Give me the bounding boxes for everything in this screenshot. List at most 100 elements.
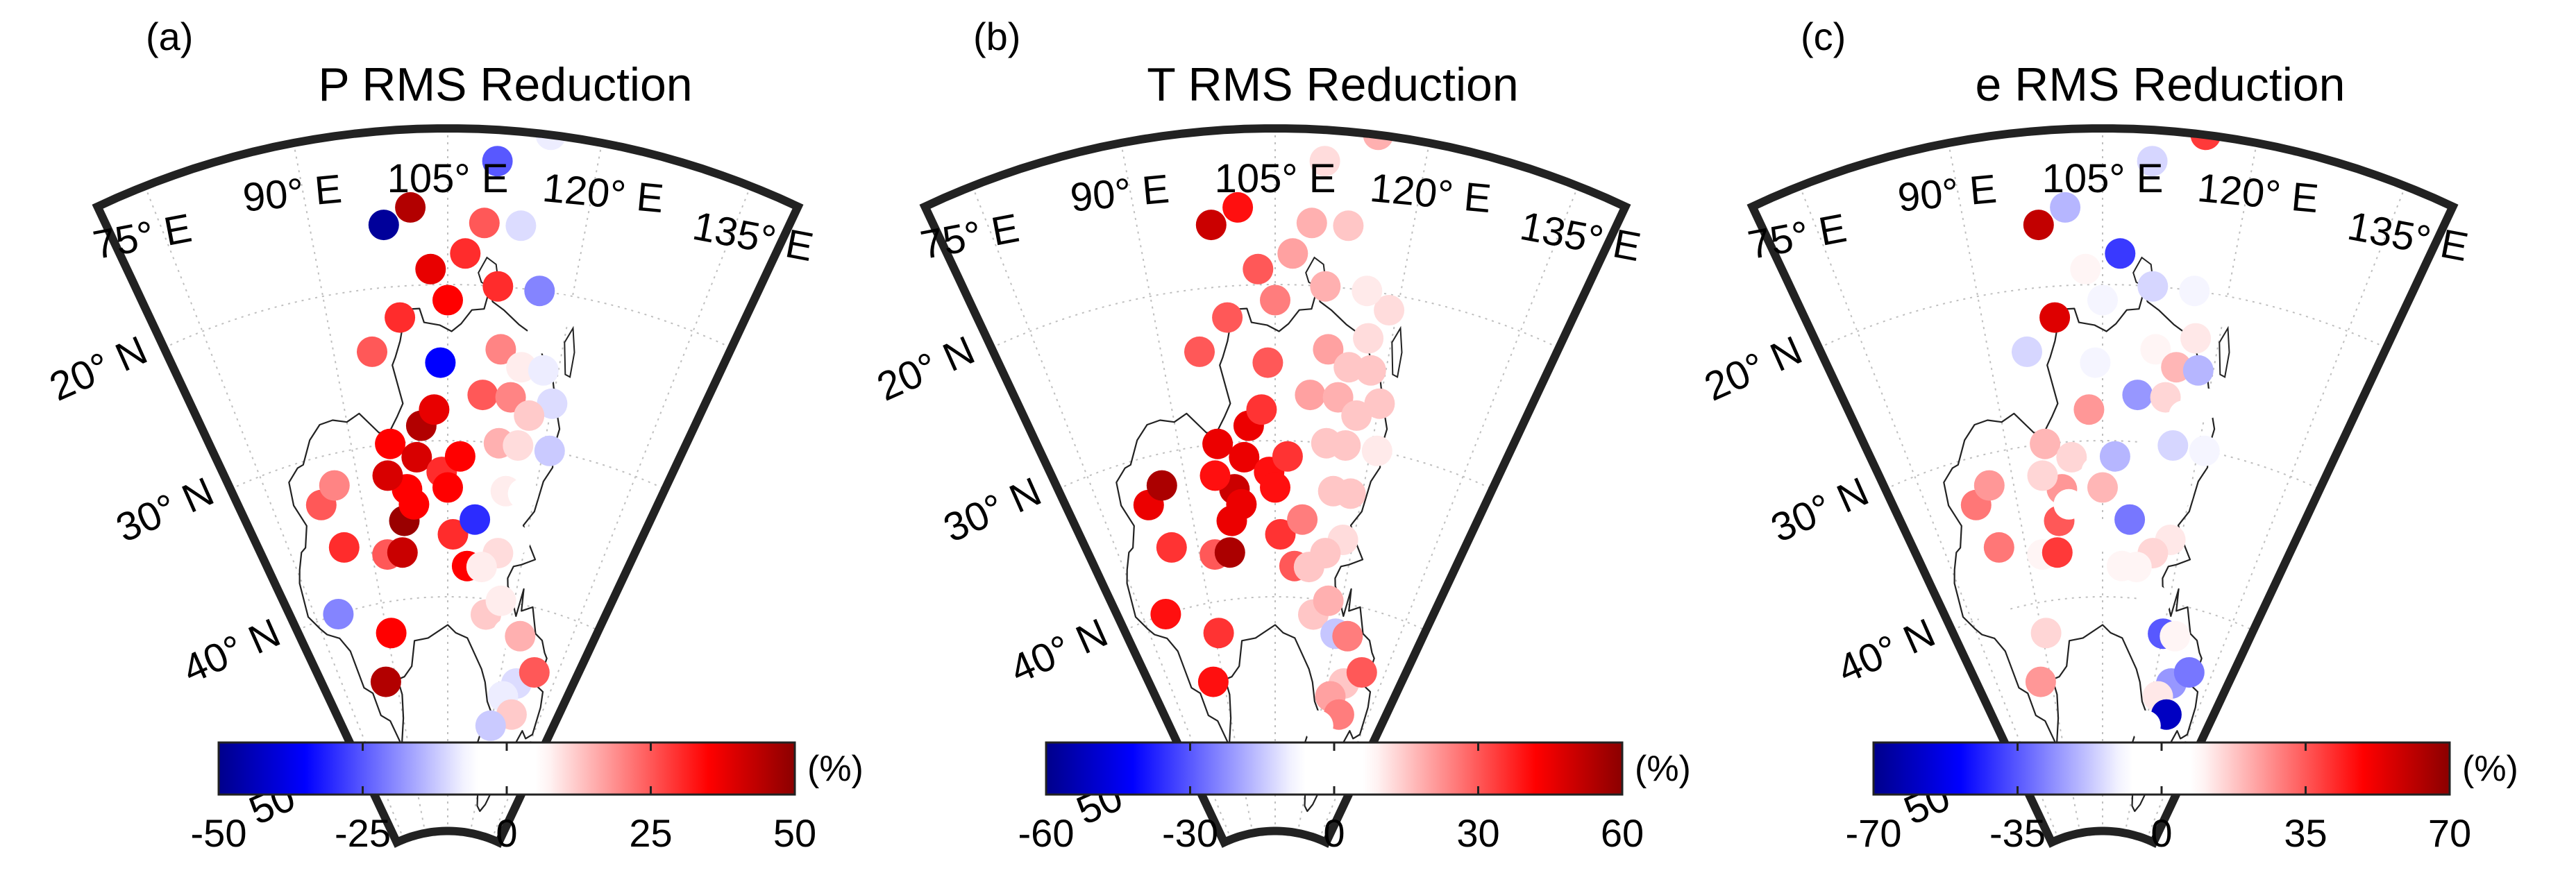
station-marker	[2201, 295, 2232, 325]
station-marker	[2056, 441, 2087, 473]
colorbar-tick-label: -25	[335, 811, 391, 855]
station-marker	[1355, 355, 1386, 386]
station-marker	[1202, 428, 1234, 459]
station-marker	[1313, 334, 1344, 365]
station-marker	[2122, 380, 2153, 411]
station-marker	[519, 657, 550, 688]
colorbar-tick-label: -30	[1162, 811, 1218, 855]
station-marker	[2080, 347, 2111, 378]
colorbar-tick-label: 60	[1601, 811, 1644, 855]
latitude-label: 30° N	[1765, 468, 1876, 551]
station-marker	[1203, 618, 1234, 649]
station-marker	[2105, 238, 2136, 269]
station-marker	[475, 710, 506, 741]
station-marker	[1302, 710, 1333, 741]
station-marker	[2030, 618, 2062, 649]
station-marker	[2130, 710, 2161, 741]
station-marker	[2169, 400, 2200, 431]
station-marker	[514, 400, 545, 431]
station-marker	[2087, 472, 2118, 503]
station-marker	[1352, 275, 1383, 307]
station-marker	[1310, 271, 1341, 302]
colorbar-tick-label: 25	[629, 811, 672, 855]
station-marker	[370, 666, 401, 697]
latitude-label: 20° N	[1698, 328, 1809, 410]
panel-title: T RMS Reduction	[1147, 58, 1518, 111]
colorbar-tick-label: -35	[1989, 811, 2046, 855]
station-marker	[2025, 666, 2056, 697]
station-marker	[1243, 253, 1274, 285]
station-marker	[1146, 470, 1177, 501]
station-marker	[1260, 472, 1290, 503]
station-marker	[2073, 394, 2105, 425]
colorbar-tick-label: 0	[496, 811, 517, 855]
map-area	[971, 128, 1579, 840]
station-marker	[482, 271, 514, 302]
colorbar-tick-label: 0	[1323, 811, 1345, 855]
station-marker	[2099, 441, 2130, 472]
station-marker	[2030, 428, 2061, 459]
island-boundary	[564, 325, 575, 378]
colorbar-tick-label: -50	[191, 811, 247, 855]
station-marker	[357, 336, 387, 367]
station-marker	[1309, 146, 1340, 177]
longitude-label: 105° E	[387, 156, 509, 201]
station-marker	[328, 532, 360, 563]
colorbar-tick-label: -70	[1846, 811, 1902, 855]
station-marker	[528, 355, 559, 386]
station-marker	[1295, 380, 1326, 411]
colorbar-tick-label: 70	[2428, 811, 2471, 855]
station-marker	[1335, 478, 1366, 509]
colorbar-unit: (%)	[1635, 749, 1691, 789]
station-marker	[395, 192, 426, 223]
station-marker	[2173, 657, 2205, 688]
station-marker	[1983, 532, 2014, 563]
station-marker	[1199, 460, 1231, 491]
station-marker	[1346, 657, 1377, 688]
station-marker	[1353, 323, 1384, 354]
station-marker	[376, 618, 407, 649]
station-marker	[460, 504, 491, 535]
station-marker	[1332, 620, 1363, 652]
colorbar-unit: (%)	[2462, 749, 2518, 789]
station-marker	[1197, 666, 1229, 697]
station-marker	[524, 275, 555, 307]
station-marker	[537, 388, 568, 419]
station-marker	[415, 253, 446, 285]
station-marker	[372, 460, 403, 491]
panel-letter: (c)	[1801, 15, 1846, 58]
station-marker	[505, 210, 537, 241]
station-marker	[2189, 435, 2220, 466]
island-boundary	[2219, 325, 2230, 378]
map-area	[1799, 128, 2407, 840]
station-marker	[1272, 441, 1303, 472]
station-marker	[368, 210, 399, 241]
latitude-label: 40° N	[176, 610, 287, 693]
station-marker	[1330, 430, 1361, 461]
station-marker	[2053, 489, 2085, 520]
station-marker	[1252, 347, 1283, 378]
colorbar-unit: (%)	[807, 749, 864, 789]
station-marker	[419, 394, 450, 425]
longitude-label: 105° E	[2042, 156, 2164, 201]
station-marker	[444, 441, 475, 472]
station-marker	[387, 537, 418, 568]
map-frame	[92, 124, 804, 848]
station-marker	[2182, 355, 2214, 386]
station-marker	[2180, 323, 2212, 354]
station-marker	[485, 585, 516, 616]
colorbar-tick-label: 30	[1456, 811, 1499, 855]
station-marker	[1260, 285, 1290, 316]
map-frame	[919, 124, 1631, 848]
station-marker	[432, 285, 463, 316]
parallel-gridline	[991, 283, 1560, 349]
colorbar-tick-label: 50	[773, 811, 816, 855]
station-marker	[2191, 388, 2223, 419]
station-marker	[385, 302, 416, 333]
station-marker	[2023, 210, 2054, 241]
latitude-label: 40° N	[1004, 610, 1115, 693]
station-marker	[401, 441, 432, 473]
station-marker	[319, 470, 350, 501]
station-marker	[2140, 334, 2171, 365]
